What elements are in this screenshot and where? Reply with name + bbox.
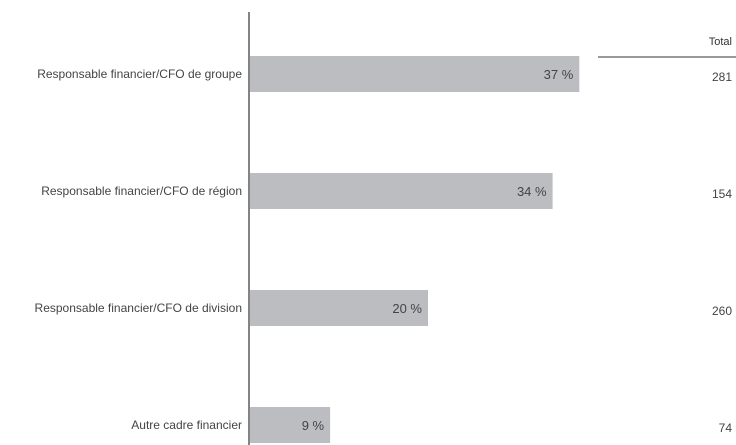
value-label-3: 20 % [392, 301, 422, 316]
total-value-2: 154 [712, 187, 732, 201]
value-label-2: 34 % [517, 184, 547, 199]
totals-header: Total [709, 36, 732, 48]
bars-group: Responsable financier/CFO de groupe 37 % 2… [35, 56, 733, 443]
total-value-3: 260 [712, 304, 732, 318]
category-label-1: Responsable financier/CFO de groupe [37, 67, 242, 81]
bar-1 [250, 56, 580, 92]
bar-3 [250, 290, 428, 326]
bar-4 [250, 407, 331, 443]
category-label-2: Responsable financier/CFO de région [41, 184, 242, 198]
value-label-4: 9 % [302, 418, 325, 433]
category-label-3: Responsable financier/CFO de division [35, 301, 242, 315]
category-label-4: Autre cadre financier [131, 418, 242, 432]
bar-2 [250, 173, 553, 209]
total-value-1: 281 [712, 70, 732, 84]
total-value-4: 74 [719, 421, 733, 435]
value-label-1: 37 % [544, 67, 574, 82]
